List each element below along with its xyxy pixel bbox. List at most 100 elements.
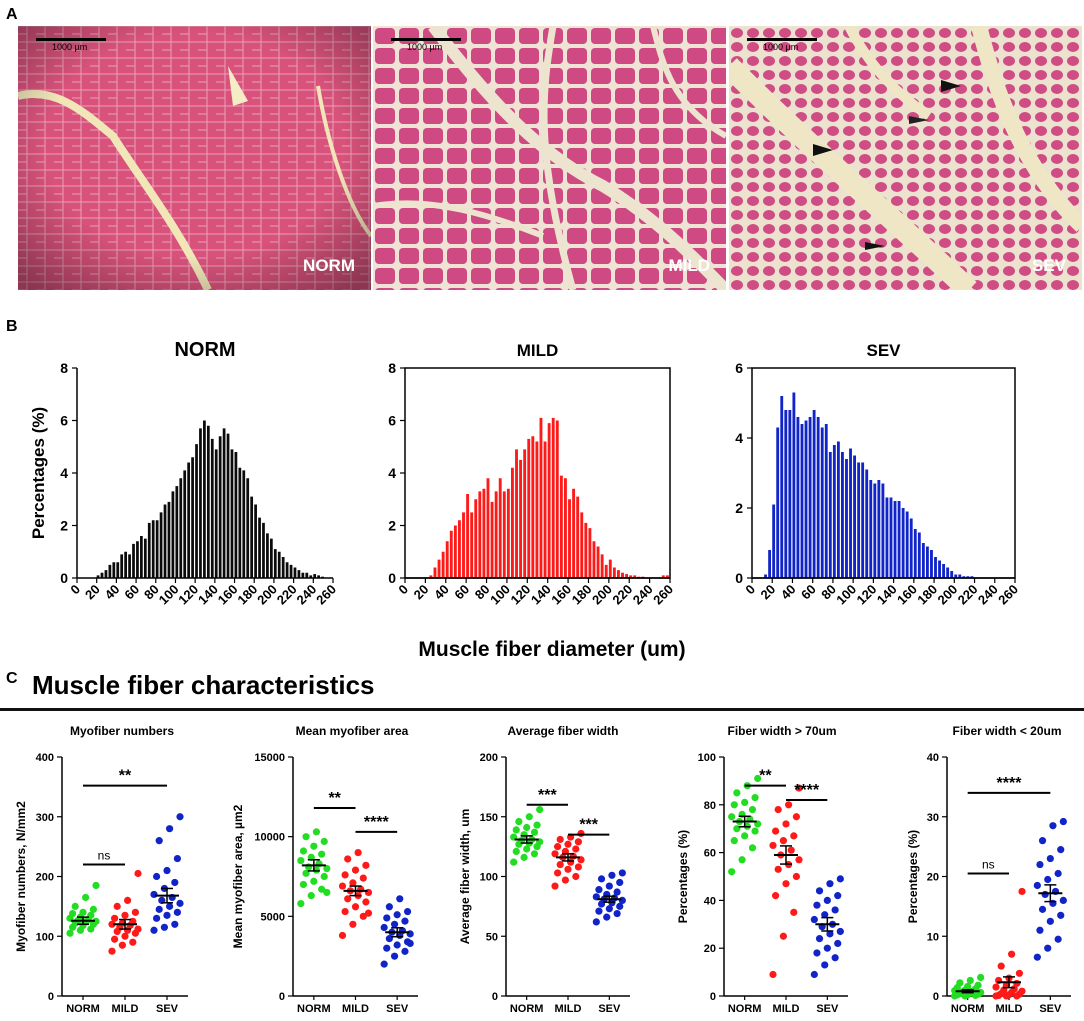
- data-point: [299, 880, 308, 889]
- histogram-bar: [293, 567, 297, 578]
- data-point: [1033, 881, 1041, 890]
- histogram-bar: [104, 570, 108, 578]
- significance-label: ***: [538, 787, 557, 804]
- chart-title: MILD: [517, 341, 559, 360]
- data-point: [163, 866, 171, 875]
- histogram-bar: [547, 423, 551, 578]
- histogram-bar: [543, 441, 547, 578]
- x-tick-label: MILD: [773, 1003, 800, 1015]
- histogram-bar: [824, 424, 828, 578]
- panel-letter-a: A: [6, 6, 18, 23]
- data-point: [520, 853, 528, 861]
- y-tick-label: 0: [48, 991, 54, 1003]
- histogram-bar: [853, 455, 856, 578]
- data-point: [1059, 817, 1067, 826]
- data-point: [71, 902, 79, 910]
- histogram-bar: [564, 478, 567, 578]
- data-point: [383, 914, 391, 922]
- histogram-bar: [214, 449, 218, 578]
- data-point: [393, 941, 401, 949]
- histogram-bar: [297, 570, 301, 578]
- histogram-bar: [572, 488, 576, 578]
- data-point: [1008, 950, 1016, 958]
- data-point: [129, 938, 137, 946]
- histogram-bar: [909, 518, 913, 578]
- histogram-bar: [555, 420, 559, 578]
- x-tick-label: MILD: [555, 1003, 582, 1015]
- histogram-bar: [203, 420, 206, 578]
- data-point: [1046, 854, 1054, 863]
- micrograph-label-norm: NORM: [303, 256, 355, 275]
- data-point: [82, 893, 90, 902]
- y-axis-label: Myofiber numbers, N/mm2: [14, 801, 28, 952]
- histogram-bar: [629, 575, 633, 578]
- data-point: [338, 882, 347, 890]
- data-point: [338, 931, 347, 940]
- panel-letter-c: C: [6, 670, 18, 687]
- histogram-bar: [429, 575, 433, 578]
- chart-title: SEV: [866, 341, 901, 360]
- histogram-bar: [772, 504, 776, 578]
- histogram-bar: [804, 420, 808, 578]
- data-point: [769, 841, 777, 850]
- histogram-bar: [792, 392, 796, 578]
- data-point: [977, 973, 985, 982]
- histogram-bar: [441, 551, 445, 578]
- chart-title: Fiber width > 70um: [727, 724, 836, 738]
- micrograph-norm: 1000 µm NORM: [18, 26, 371, 290]
- histogram-bar: [828, 452, 832, 578]
- data-point: [574, 838, 583, 846]
- histogram-bar: [832, 445, 836, 578]
- micrograph-sev-image: [729, 26, 1082, 290]
- x-tick-label: SEV: [156, 1003, 179, 1015]
- data-point: [323, 864, 331, 873]
- data-point: [310, 842, 318, 850]
- data-point: [554, 843, 562, 851]
- histogram-bar: [120, 554, 124, 578]
- histogram-bar: [917, 532, 921, 578]
- scale-bar: [747, 38, 817, 41]
- chart-title: Mean myofiber area: [296, 724, 409, 738]
- data-point: [605, 882, 613, 890]
- significance-label: ns: [982, 858, 995, 872]
- data-point: [401, 947, 409, 955]
- histogram-bar: [437, 559, 441, 578]
- histogram-bar: [309, 575, 313, 578]
- data-point: [108, 920, 116, 928]
- data-point: [307, 892, 315, 900]
- histogram-bar: [498, 478, 502, 578]
- data-point: [741, 798, 749, 807]
- data-point: [512, 826, 520, 834]
- data-point: [318, 885, 326, 893]
- data-point: [1033, 953, 1041, 961]
- histogram-bar: [490, 501, 494, 578]
- data-point: [992, 983, 1000, 991]
- histogram-bar: [519, 459, 523, 578]
- data-point: [618, 869, 626, 877]
- x-tick-label: NORM: [66, 1003, 100, 1015]
- data-point: [385, 903, 393, 911]
- data-point: [362, 898, 370, 906]
- histogram-bar: [191, 457, 194, 578]
- y-tick-label: 2: [388, 518, 396, 534]
- data-point: [815, 935, 824, 943]
- y-tick-label: 100: [480, 872, 498, 884]
- histogram-bar: [96, 575, 100, 578]
- data-point: [997, 962, 1005, 970]
- data-point: [730, 837, 738, 845]
- scale-bar-label: 1000 µm: [763, 42, 799, 52]
- data-point: [121, 911, 129, 919]
- data-point: [1049, 822, 1057, 830]
- data-point: [525, 813, 533, 821]
- histogram-bar: [100, 572, 104, 578]
- histogram-bar: [494, 491, 498, 578]
- data-point: [533, 821, 541, 829]
- data-point: [297, 899, 305, 908]
- significance-label: ***: [579, 817, 598, 834]
- histogram-bar: [820, 427, 824, 578]
- x-tick-label: SEV: [598, 1003, 621, 1015]
- significance-label: ns: [98, 849, 111, 863]
- histogram-bar: [539, 417, 543, 578]
- histogram-bar: [661, 575, 665, 578]
